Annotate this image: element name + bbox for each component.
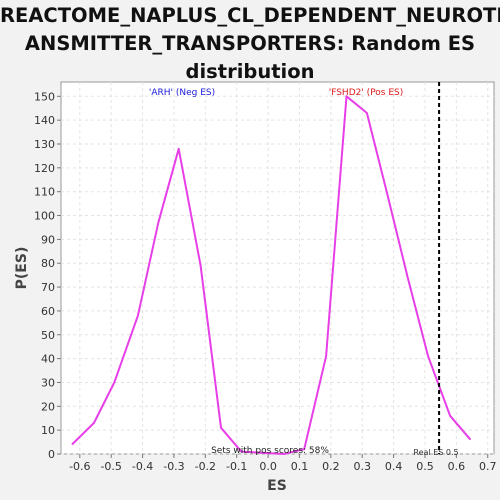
x-tick-label: 0.2 [322,460,340,473]
series [71,95,472,455]
title-line-2: ANSMITTER_TRANSPORTERS: Random ES [24,32,476,55]
chart-title: REACTOME_NAPLUS_CL_DEPENDENT_NEUROTR ANS… [0,2,500,86]
x-tick-label: 0.3 [353,460,371,473]
y-tick-label: 90 [41,233,55,246]
y-tick-label: 110 [34,186,55,199]
y-tick-label: 40 [41,353,55,366]
x-tick-label: 0.0 [259,460,277,473]
y-tick-label: 100 [34,210,55,223]
real-es-label: Real ES 0.5 [413,448,458,457]
x-axis-label: ES [267,478,287,494]
y-tick-label: 130 [34,138,55,151]
x-axis: -0.6 -0.5 -0.4 -0.3 -0.2 -0.1 0.0 0.1 0.2 0.3 0.4 0… [69,454,496,473]
plot-area [60,81,495,455]
title-line-1: REACTOME_NAPLUS_CL_DEPENDENT_NEUROTR [0,4,500,27]
x-tick-label: 0.1 [291,460,309,473]
x-tick-label: -0.6 [69,460,90,473]
pos-scores-annotation: Sets with pos scores: 58% [211,446,329,456]
x-tick-label: 0.6 [448,460,466,473]
y-tick-label: 140 [34,114,55,127]
y-tick-label: 150 [34,90,55,103]
x-tick-label: -0.1 [226,460,247,473]
y-tick-label: 70 [41,281,55,294]
neg-es-annotation: 'ARH' (Neg ES) [149,88,215,98]
y-tick-label: 60 [41,305,55,318]
y-tick-label: 50 [41,329,55,342]
x-tick-label: -0.3 [163,460,184,473]
y-tick-label: 80 [41,257,55,270]
y-tick-label: 0 [48,448,55,461]
y-axis-label: P(ES) [14,247,30,290]
x-tick-label: -0.5 [100,460,121,473]
x-tick-label: 0.4 [385,460,403,473]
y-tick-label: 30 [41,376,55,389]
y-tick-label: 120 [34,162,55,175]
x-tick-label: -0.2 [195,460,216,473]
pos-es-annotation: 'FSHD2' (Pos ES) [329,88,404,98]
series-line-0 [71,95,472,455]
y-tick-label: 10 [41,424,55,437]
x-tick-label: -0.4 [132,460,153,473]
y-axis: 0 10 20 30 40 50 60 70 80 90 100 110 120 130 140 150 [34,90,61,461]
title-line-3: distribution [185,60,315,83]
x-tick-label: 0.5 [416,460,434,473]
x-tick-label: 0.7 [479,460,497,473]
y-tick-label: 20 [41,400,55,413]
grid [61,82,494,455]
